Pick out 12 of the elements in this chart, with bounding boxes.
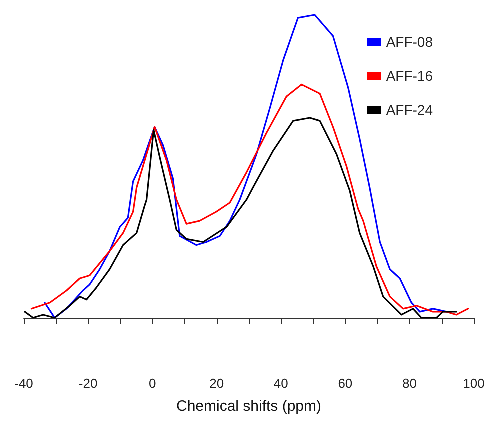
x-tick-label: 20 [210, 376, 224, 391]
x-tick-label: 80 [402, 376, 417, 391]
x-tick-label: -20 [78, 376, 98, 391]
x-tick-label: -40 [14, 376, 34, 391]
x-tick-label: 40 [274, 376, 288, 391]
legend-label: AFF-24 [386, 102, 434, 118]
x-tick-label: 60 [338, 376, 353, 391]
x-tick-label: 100 [463, 376, 485, 391]
x-axis-title: Chemical shifts (ppm) [176, 398, 322, 415]
x-tick-label: 0 [148, 376, 156, 391]
legend-label: AFF-16 [386, 68, 434, 84]
legend-label: AFF-08 [386, 34, 434, 50]
